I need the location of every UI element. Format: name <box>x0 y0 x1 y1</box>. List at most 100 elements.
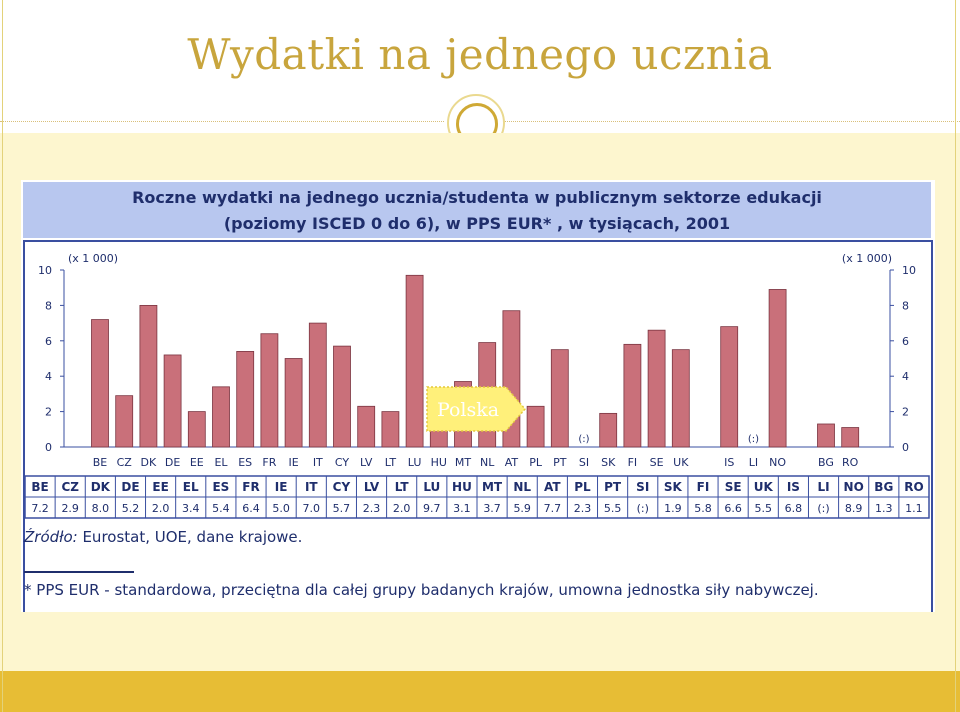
bar-de <box>163 354 182 448</box>
table-header-cell: SE <box>725 480 742 494</box>
table-header-cell: LI <box>817 480 829 494</box>
chart-title-line-2: (poziomy ISCED 0 do 6), w PPS EUR* , w t… <box>223 214 731 233</box>
y-tick-label-right: 8 <box>902 299 909 312</box>
x-tick-label: NO <box>769 456 786 469</box>
table-header-cell: PL <box>574 480 591 494</box>
x-tick-label: PT <box>553 456 567 469</box>
table-value-cell: 5.8 <box>694 502 712 515</box>
table-value-cell: 3.4 <box>182 502 200 515</box>
table-header-cell: BE <box>31 480 48 494</box>
x-tick-label: IE <box>288 456 298 469</box>
x-tick-label: PL <box>529 456 543 469</box>
bar-lu <box>405 274 424 448</box>
table-value-cell: (:) <box>637 502 649 515</box>
y-tick-label-right: 6 <box>902 335 909 348</box>
table-value-cell: 2.3 <box>574 502 592 515</box>
source-text: Eurostat, UOE, dane krajowe. <box>77 528 303 546</box>
bar-no <box>768 289 787 448</box>
title-divider-left <box>0 121 444 122</box>
table-header-cell: HU <box>452 480 472 494</box>
table-header-cell: CY <box>333 480 351 494</box>
table-header-cell: NL <box>513 480 531 494</box>
bar-ie <box>284 358 303 448</box>
x-tick-label: ES <box>238 456 252 469</box>
footnote: * PPS EUR - standardowa, przeciętna dla … <box>24 581 819 599</box>
x-tick-label: FI <box>628 456 638 469</box>
missing-value-label: (:) <box>748 434 759 445</box>
table-value-cell: (:) <box>817 502 829 515</box>
table-header-cell: DK <box>91 480 111 494</box>
x-tick-label: IS <box>724 456 734 469</box>
bar-lt <box>381 411 400 448</box>
table-header-cell: UK <box>754 480 774 494</box>
bar-cz <box>115 395 134 448</box>
table-value-cell: 1.1 <box>905 502 923 515</box>
y-tick-label-right: 4 <box>902 370 909 383</box>
y-tick-label-left: 6 <box>45 335 52 348</box>
frame-line-right <box>955 0 956 712</box>
table-header-cell: IS <box>787 480 800 494</box>
table-value-cell: 2.0 <box>152 502 170 515</box>
x-tick-label: FR <box>262 456 276 469</box>
table-header-cell: SI <box>636 480 649 494</box>
table-value-cell: 1.9 <box>664 502 682 515</box>
x-tick-label: MT <box>455 456 471 469</box>
table-value-cell: 6.4 <box>242 502 260 515</box>
table-header-cell: DE <box>121 480 139 494</box>
table-header-cell: FI <box>697 480 710 494</box>
table-value-cell: 6.6 <box>724 502 742 515</box>
table-value-cell: 5.0 <box>272 502 290 515</box>
bar-se <box>647 329 666 448</box>
x-tick-label: BG <box>818 456 834 469</box>
bar-pl <box>526 405 545 448</box>
bar-bg <box>817 423 835 448</box>
bar-it <box>308 322 327 448</box>
table-header-cell: LT <box>395 480 410 494</box>
table-value-cell: 1.3 <box>875 502 893 515</box>
frame-line-left <box>2 0 3 712</box>
y-tick-label-left: 0 <box>45 441 52 454</box>
table-header-cell: NO <box>844 480 864 494</box>
table-header-cell: FR <box>242 480 259 494</box>
table-header-cell: LU <box>423 480 440 494</box>
unit-label-right: (x 1 000) <box>842 252 892 265</box>
x-tick-label: DK <box>141 456 157 469</box>
table-header-cell: LV <box>364 480 380 494</box>
table-value-cell: 3.7 <box>483 502 501 515</box>
bar-pt <box>550 349 569 448</box>
table-header-cell: AT <box>544 480 561 494</box>
table-header-cell: RO <box>904 480 923 494</box>
x-tick-label: EE <box>190 456 204 469</box>
x-tick-label: SK <box>601 456 616 469</box>
y-tick-label-left: 8 <box>45 299 52 312</box>
chart-title-line-1: Roczne wydatki na jednego ucznia/student… <box>132 188 822 207</box>
table-header-cell: EL <box>183 480 199 494</box>
x-tick-label: LT <box>385 456 397 469</box>
table-value-cell: 5.7 <box>333 502 351 515</box>
slide-footer-band <box>0 671 960 712</box>
slide-title: Wydatki na jednego ucznia <box>187 30 773 79</box>
table-value-cell: 3.1 <box>453 502 471 515</box>
source-label: Źródło: <box>24 528 78 546</box>
callout-label: Polska <box>437 399 499 421</box>
bar-uk <box>671 349 690 448</box>
bar-fi <box>623 343 642 448</box>
chart-title: Roczne wydatki na jednego ucznia/student… <box>23 182 931 238</box>
table-header-cell: ES <box>212 480 229 494</box>
bar-ro <box>841 427 860 448</box>
table-value-cell: 5.5 <box>604 502 622 515</box>
table-header-cell: IT <box>305 480 318 494</box>
source-note: Źródło: Eurostat, UOE, dane krajowe. <box>24 528 302 546</box>
table-header-cell: PT <box>604 480 622 494</box>
y-tick-label-right: 10 <box>902 264 916 277</box>
bar-lv <box>357 405 376 448</box>
x-tick-label: BE <box>93 456 108 469</box>
table-value-cell: 7.7 <box>544 502 562 515</box>
bar-sk <box>599 412 618 448</box>
table-value-cell: 5.2 <box>122 502 140 515</box>
x-tick-label: CY <box>335 456 349 469</box>
x-tick-label: NL <box>480 456 495 469</box>
table-value-cell: 8.0 <box>92 502 110 515</box>
table-value-cell: 2.0 <box>393 502 411 515</box>
